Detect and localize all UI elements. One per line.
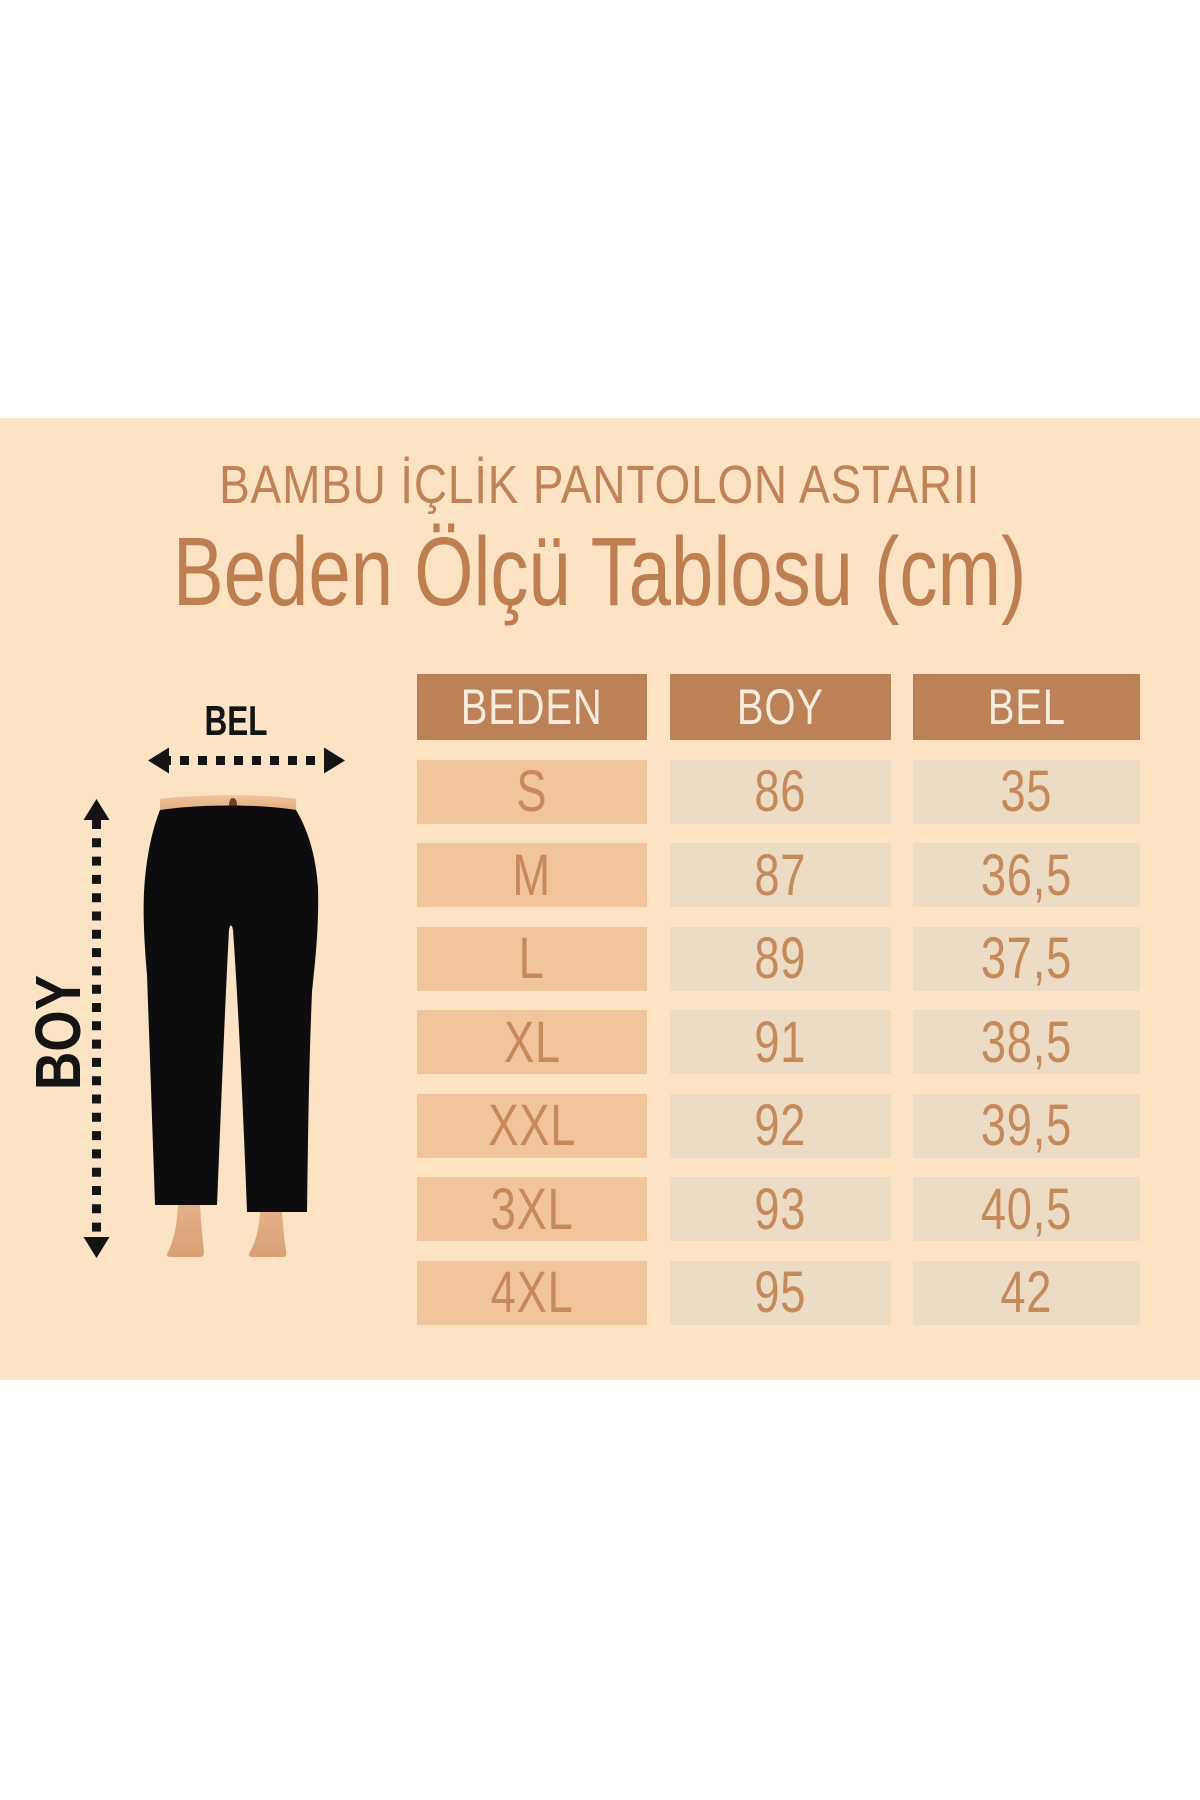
- table-row-xl-size: XL: [417, 1010, 647, 1075]
- column-header-bel: BEL: [913, 674, 1140, 740]
- table-row-l-size: L: [417, 926, 647, 991]
- table-row-3xl-boy: 93: [669, 1177, 891, 1242]
- column-header-boy: BOY: [669, 674, 891, 740]
- length-label: BOY: [22, 975, 94, 1090]
- table-row-4xl-boy: 95: [669, 1260, 891, 1325]
- left-foot: [167, 1205, 204, 1257]
- table-row-xl-bel: 38,5: [913, 1010, 1140, 1075]
- pants-measurement-diagram: BEL BOY: [22, 697, 345, 1258]
- table-row-m-bel: 36,5: [913, 843, 1140, 908]
- table-row-s-bel: 35: [913, 759, 1140, 824]
- product-title: BAMBU İÇLİK PANTOLON ASTARII: [0, 458, 1200, 512]
- table-row-s-size: S: [417, 759, 647, 824]
- page-title-text: Beden Ölçü Tablosu (cm): [173, 517, 1027, 626]
- table-row-m-size: M: [417, 843, 647, 908]
- table-row-l-bel: 37,5: [913, 926, 1140, 991]
- table-row-xxl-bel: 39,5: [913, 1093, 1140, 1158]
- table-row-xxl-size: XXL: [417, 1093, 647, 1158]
- table-row-m-boy: 87: [669, 843, 891, 908]
- product-title-text: BAMBU İÇLİK PANTOLON ASTARII: [219, 455, 981, 515]
- table-row-3xl-bel: 40,5: [913, 1177, 1140, 1242]
- table-row-xxl-boy: 92: [669, 1093, 891, 1158]
- waist-label: BEL: [205, 697, 268, 744]
- column-header-beden: BEDEN: [417, 674, 647, 740]
- table-row-3xl-size: 3XL: [417, 1177, 647, 1242]
- table-row-s-boy: 86: [669, 759, 891, 824]
- table-row-l-boy: 89: [669, 926, 891, 991]
- waist-arrow: [148, 747, 345, 774]
- table-row-4xl-bel: 42: [913, 1260, 1140, 1325]
- size-table: BEDEN BOY BEL S 86 35 M 87 36,5 L 89 37,…: [417, 674, 1140, 1325]
- pants-silhouette: [143, 805, 319, 1212]
- table-row-xl-boy: 91: [669, 1010, 891, 1075]
- length-arrow: [83, 799, 110, 1258]
- right-foot: [249, 1212, 287, 1257]
- page-title: Beden Ölçü Tablosu (cm): [0, 523, 1200, 620]
- table-row-4xl-size: 4XL: [417, 1260, 647, 1325]
